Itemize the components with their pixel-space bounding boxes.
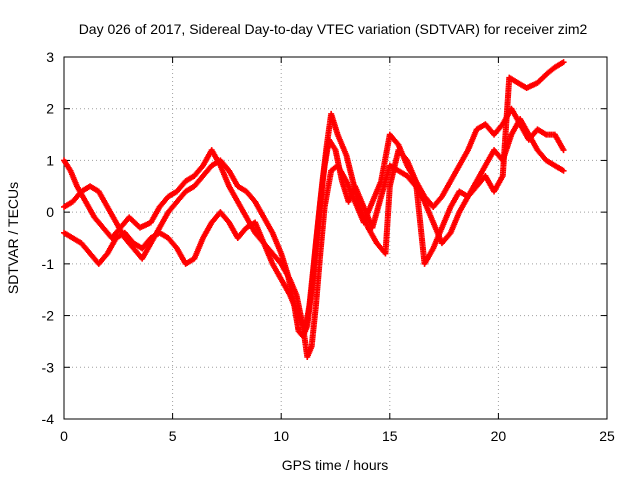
x-tick-label: 20 [491,428,507,444]
series-1-point [560,147,567,154]
y-tick-label: 0 [46,204,54,220]
grid-lines [64,57,607,419]
data-points [61,59,567,360]
series-2-point [560,167,567,174]
axis-ticks: 0 5 10 15 20 25 -4 -3 -2 -1 0 1 2 3 [42,49,615,444]
y-tick-label: -3 [42,359,55,375]
y-tick-label: 2 [46,101,54,117]
y-tick-label: 1 [46,152,54,168]
x-tick-label: 10 [273,428,289,444]
x-tick-label: 25 [599,428,615,444]
y-tick-label: -4 [42,411,55,427]
series-3-point [560,59,567,66]
y-tick-label: -1 [42,256,55,272]
y-axis-label: SDTVAR / TECUs [5,182,21,294]
y-tick-label: -2 [42,308,55,324]
y-tick-label: 3 [46,49,54,65]
x-tick-label: 5 [169,428,177,444]
x-tick-label: 0 [60,428,68,444]
x-axis-label: GPS time / hours [282,457,389,473]
x-tick-label: 15 [382,428,398,444]
plot-frame [63,56,608,420]
chart-title: Day 026 of 2017, Sidereal Day-to-day VTE… [79,21,588,37]
